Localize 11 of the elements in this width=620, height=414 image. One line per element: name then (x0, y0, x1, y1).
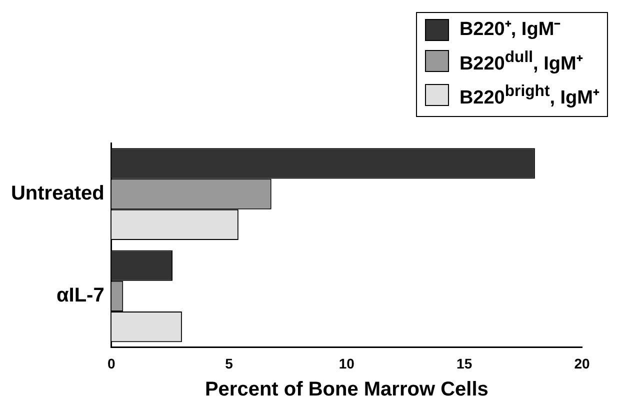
x-axis-title: Percent of Bone Marrow Cells (204, 378, 488, 401)
x-tick-label: 5 (225, 355, 234, 372)
legend-label: B220$^{dull}$, IgM⁺ (459, 48, 582, 76)
x-tick-label: 10 (338, 355, 355, 372)
legend-label: B220⁺, IgM⁻ (459, 18, 560, 42)
x-tick-label: 15 (456, 355, 472, 372)
y-tick-label: αIL-7 (56, 284, 104, 307)
x-tick-label: 20 (574, 355, 590, 372)
y-tick-label: Untreated (10, 182, 104, 205)
legend-label: B220$^{bright}$, IgM⁺ (459, 82, 599, 111)
x-tick-label: 0 (107, 355, 116, 372)
